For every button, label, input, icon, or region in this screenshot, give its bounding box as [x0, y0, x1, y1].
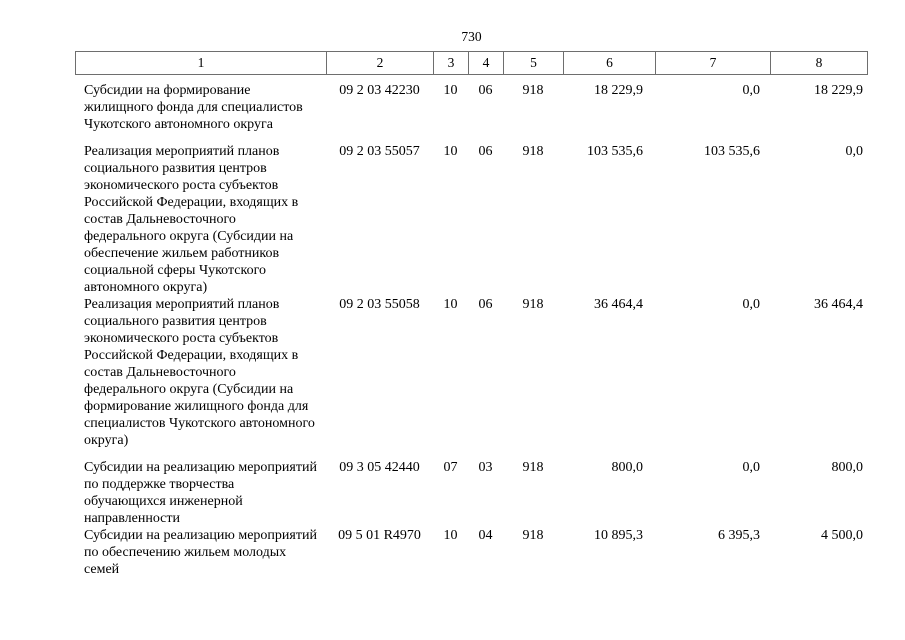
expenditure-name-cell: Субсидии на формирование жилищного фонда… [84, 83, 303, 132]
subsection-cell: 06 [478, 144, 493, 159]
budget-table: 1 2 3 4 5 6 7 8 Субсидии на формирование… [75, 51, 868, 578]
amount-cell-7: 0,0 [742, 83, 761, 98]
amount-cell-8: 36 464,4 [814, 297, 863, 312]
page-number: 730 [461, 29, 482, 44]
agency-code-cell: 918 [522, 297, 544, 312]
amount-cell-7: 103 535,6 [704, 144, 760, 159]
section-cell: 07 [443, 460, 458, 475]
header-cell-4: 4 [469, 52, 504, 74]
table-header-row: 1 2 3 4 5 6 7 8 [75, 51, 868, 75]
expenditure-name-cell: Субсидии на реализацию мероприятий по об… [84, 528, 317, 577]
amount-cell-8: 4 500,0 [821, 528, 863, 543]
budget-code-cell: 09 2 03 55057 [339, 144, 420, 159]
header-cell-6: 6 [564, 52, 656, 74]
table-row: Субсидии на реализацию мероприятий по об… [75, 527, 868, 578]
table-row: Субсидии на формирование жилищного фонда… [75, 82, 868, 133]
table-row: Реализация мероприятий планов социальног… [75, 296, 868, 449]
section-cell: 10 [443, 144, 458, 159]
budget-code-cell: 09 3 05 42440 [339, 460, 420, 475]
header-cell-1: 1 [76, 52, 327, 74]
header-cell-3: 3 [434, 52, 469, 74]
subsection-cell: 03 [478, 460, 493, 475]
budget-code-cell: 09 2 03 42230 [339, 83, 420, 98]
expenditure-name-cell: Реализация мероприятий планов социальног… [84, 297, 315, 448]
subsection-cell: 06 [478, 297, 493, 312]
amount-cell-7: 6 395,3 [718, 528, 760, 543]
header-cell-8: 8 [815, 55, 823, 70]
amount-cell-7: 0,0 [742, 460, 761, 475]
amount-cell-6: 800,0 [611, 460, 644, 475]
amount-cell-8: 18 229,9 [814, 83, 863, 98]
agency-code-cell: 918 [522, 83, 544, 98]
subsection-cell: 04 [478, 528, 493, 543]
amount-cell-7: 0,0 [742, 297, 761, 312]
budget-code-cell: 09 5 01 R4970 [338, 528, 421, 543]
header-cell-5: 5 [504, 52, 564, 74]
table-body: Субсидии на формирование жилищного фонда… [75, 75, 868, 578]
header-cell-2: 2 [327, 52, 434, 74]
section-cell: 10 [443, 83, 458, 98]
header-cell-7: 7 [656, 52, 771, 74]
amount-cell-6: 18 229,9 [594, 83, 643, 98]
expenditure-name-cell: Субсидии на реализацию мероприятий по по… [84, 460, 317, 526]
amount-cell-6: 103 535,6 [587, 144, 643, 159]
expenditure-name-cell: Реализация мероприятий планов социальног… [84, 144, 299, 295]
amount-cell-8: 800,0 [831, 460, 864, 475]
amount-cell-6: 36 464,4 [594, 297, 643, 312]
budget-code-cell: 09 2 03 55058 [339, 297, 420, 312]
agency-code-cell: 918 [522, 144, 544, 159]
subsection-cell: 06 [478, 83, 493, 98]
table-row: Субсидии на реализацию мероприятий по по… [75, 459, 868, 527]
section-cell: 10 [443, 528, 458, 543]
amount-cell-8: 0,0 [845, 144, 864, 159]
agency-code-cell: 918 [522, 460, 544, 475]
table-row: Реализация мероприятий планов социальног… [75, 143, 868, 296]
section-cell: 10 [443, 297, 458, 312]
amount-cell-6: 10 895,3 [594, 528, 643, 543]
agency-code-cell: 918 [522, 528, 544, 543]
